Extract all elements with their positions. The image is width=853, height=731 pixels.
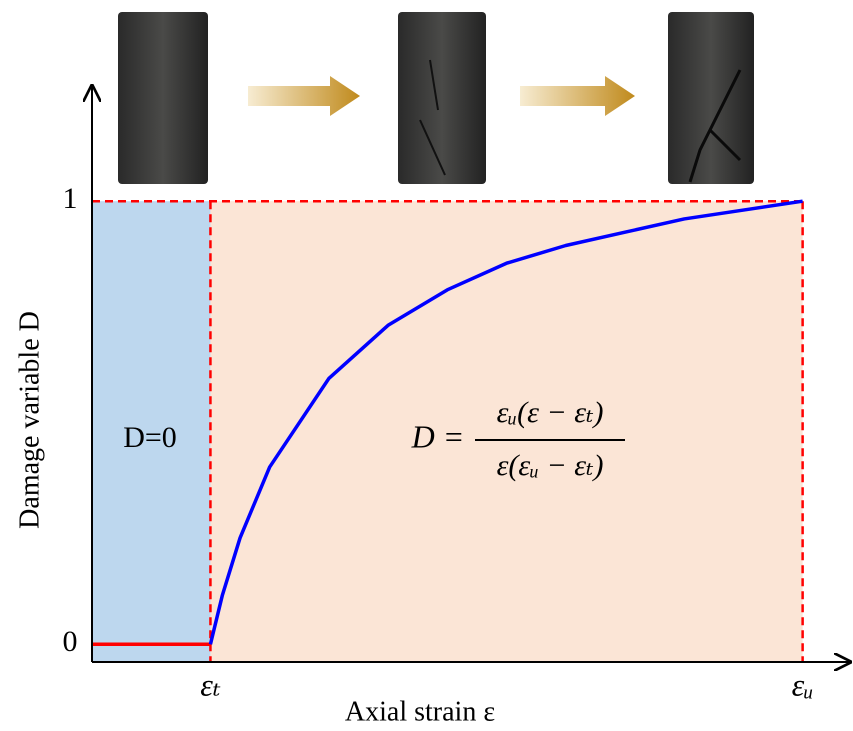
formula-denominator: ε(εᵤ − εₜ)	[497, 449, 604, 482]
y-tick-label: 1	[63, 182, 78, 215]
x-axis-label: Axial strain ε	[345, 696, 495, 727]
region-label: D=0	[123, 421, 177, 454]
formula-lhs: D =	[411, 418, 465, 454]
x-tick-label: εᵤ	[792, 666, 814, 702]
rock-sample	[398, 12, 486, 184]
y-tick-label: 0	[63, 625, 78, 658]
y-axis-label: Damage variable D	[14, 311, 45, 529]
arrow	[520, 76, 635, 116]
chart: 01εₜεᵤ Damage variable D Axial strain ε …	[0, 0, 853, 731]
rock-sample	[668, 12, 754, 184]
arrow	[248, 76, 360, 116]
rock-sample	[118, 12, 208, 184]
region	[210, 201, 802, 662]
formula-numerator: εᵤ(ε − εₜ)	[497, 396, 604, 429]
x-tick-label: εₜ	[200, 666, 221, 702]
